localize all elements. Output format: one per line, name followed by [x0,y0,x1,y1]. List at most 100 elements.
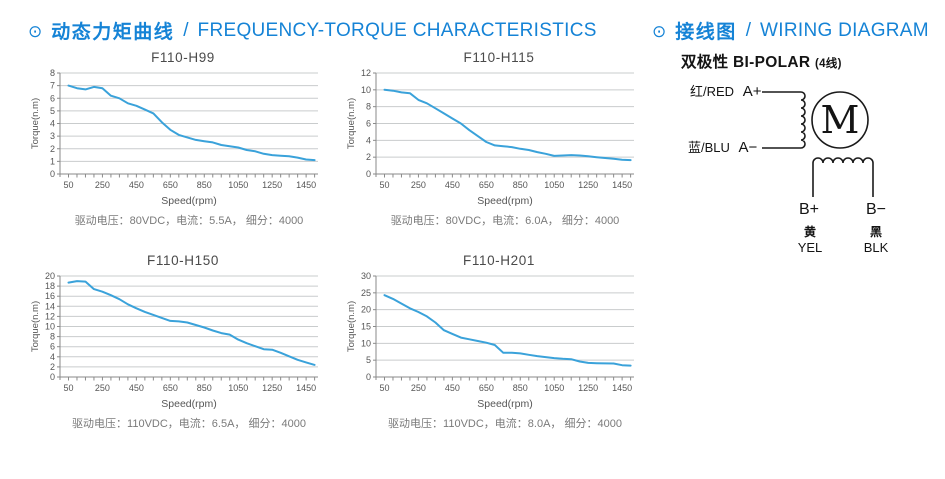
terminal-a-minus: A− [739,139,758,156]
torque-chart-f110-h201: F110-H201 0 5 10 15 20 25 30 50 250 450 650 850 1050… [346,253,638,431]
svg-text:8: 8 [50,332,55,342]
svg-text:250: 250 [411,180,426,190]
torque-chart-f110-h150: F110-H150 0 2 4 6 8 10 12 14 16 18 20 50 250 450 650 85… [30,253,322,431]
chart-canvas: 0 2 4 6 8 10 12 50 250 450 650 850 1050 1250 1450 Torqu… [346,68,638,190]
svg-text:6: 6 [50,342,55,352]
svg-text:30: 30 [361,271,371,281]
phase-b-coil [812,157,874,197]
wiring-diagram-canvas: M 红/RED A+ 蓝/BLU A− B+ B− 黄 YEL 黑 BLK [688,83,889,255]
svg-text:850: 850 [513,383,528,393]
section-bullet-icon: ⊙ [28,22,43,41]
svg-text:8: 8 [50,68,55,78]
svg-text:4: 4 [50,352,55,362]
wire-count-note: (4线) [814,58,842,70]
torque-chart-f110-h99: F110-H99 0 1 2 3 4 5 6 7 8 50 250 450 650 850 1050 1250… [30,50,322,228]
torque-curve [67,280,316,366]
chart-y-axis-label: Torque(n.m) [30,301,41,352]
chart-title: F110-H201 [463,253,535,268]
chart-canvas: 0 5 10 15 20 25 30 50 250 450 650 850 1050 1250 1450 To… [346,271,638,393]
chart-drive-conditions: 驱动电压：110VDC，电流：8.0A， 细分：4000 [388,418,622,430]
wire-color-black-zh: 黑 [870,225,882,239]
svg-text:4: 4 [50,119,55,129]
svg-text:1050: 1050 [228,180,248,190]
torque-curve [67,84,316,162]
chart-x-axis-label: Speed(rpm) [161,195,217,207]
svg-text:10: 10 [361,338,371,348]
bipolar-label: 双极性 BI-POLAR [681,54,811,71]
wiring-section-header: ⊙ 接线图 / WIRING DIAGRAM [652,17,929,44]
svg-text:50: 50 [63,180,73,190]
svg-text:14: 14 [45,301,55,311]
terminal-a-plus: A+ [743,83,762,100]
motor-letter: M [821,98,860,142]
svg-text:1050: 1050 [228,383,248,393]
chart-title: F110-H115 [463,50,535,65]
charts-section-header: ⊙ 动态力矩曲线 / FREQUENCY-TORQUE CHARACTERIST… [28,17,597,44]
svg-text:1050: 1050 [544,180,564,190]
svg-text:1450: 1450 [612,383,632,393]
chart-drive-conditions: 驱动电压：110VDC，电流：6.5A， 细分：4000 [72,418,306,430]
svg-text:450: 450 [445,383,460,393]
phase-a-coil [762,91,806,149]
svg-text:850: 850 [513,180,528,190]
svg-text:25: 25 [361,288,371,298]
wiring-diagram: 双极性 BI-POLAR (4线) M 红/RED A+ 蓝/BLU A− B+… [655,50,945,262]
svg-text:850: 850 [197,383,212,393]
chart-drive-conditions: 驱动电压：80VDC，电流：5.5A， 细分：4000 [74,215,304,227]
chart-x-axis-label: Speed(rpm) [161,398,217,410]
chart-title: F110-H150 [147,253,219,268]
svg-text:1450: 1450 [612,180,632,190]
chart-x-axis-label: Speed(rpm) [477,398,533,410]
chart-y-axis-label: Torque(n.m) [346,98,357,149]
svg-text:20: 20 [361,305,371,315]
svg-text:2: 2 [366,152,371,162]
svg-text:5: 5 [50,106,55,116]
chart-drive-conditions: 驱动电压：80VDC，电流：6.0A， 细分：4000 [390,215,620,227]
wire-label-a-minus: 蓝/BLU A− [688,139,758,156]
chart-canvas: 0 2 4 6 8 10 12 14 16 18 20 50 250 450 650 850 1050 1250 1… [30,271,322,393]
wire-color-yellow-zh: 黄 [804,224,816,239]
terminal-b-minus: B− [866,201,886,218]
svg-text:1450: 1450 [296,383,316,393]
chart-canvas: 0 1 2 3 4 5 6 7 8 50 250 450 650 850 1050 1250 1450 Torqu… [30,68,322,190]
svg-text:6: 6 [366,119,371,129]
wire-color-red: 红/RED [690,84,734,99]
svg-text:450: 450 [129,180,144,190]
svg-text:15: 15 [361,322,371,332]
wiring-header-en: WIRING DIAGRAM [760,19,929,41]
svg-text:1050: 1050 [544,383,564,393]
wire-color-blue: 蓝/BLU [688,140,730,155]
wire-color-yellow-en: YEL [798,240,823,255]
svg-text:2: 2 [50,144,55,154]
svg-text:0: 0 [50,372,55,382]
chart-x-axis-label: Speed(rpm) [477,195,533,207]
svg-text:6: 6 [50,93,55,103]
torque-chart-f110-h115: F110-H115 0 2 4 6 8 10 12 50 250 450 650 850 1050 125… [346,50,638,228]
header-separator: / [745,19,752,41]
svg-text:1250: 1250 [262,180,282,190]
svg-text:2: 2 [50,362,55,372]
svg-text:7: 7 [50,81,55,91]
svg-text:8: 8 [366,102,371,112]
svg-text:1250: 1250 [262,383,282,393]
svg-text:50: 50 [63,383,73,393]
svg-text:10: 10 [45,322,55,332]
svg-text:12: 12 [361,68,371,78]
svg-text:250: 250 [95,383,110,393]
svg-text:5: 5 [366,355,371,365]
svg-text:1450: 1450 [296,180,316,190]
svg-text:650: 650 [163,383,178,393]
svg-text:650: 650 [479,180,494,190]
svg-text:250: 250 [411,383,426,393]
svg-text:3: 3 [50,131,55,141]
wiring-header-zh: 接线图 [675,22,737,43]
torque-curve [383,294,632,367]
svg-text:0: 0 [366,169,371,179]
header-separator: / [183,19,189,41]
svg-text:12: 12 [45,311,55,321]
wire-label-a-plus: 红/RED A+ [690,83,762,100]
